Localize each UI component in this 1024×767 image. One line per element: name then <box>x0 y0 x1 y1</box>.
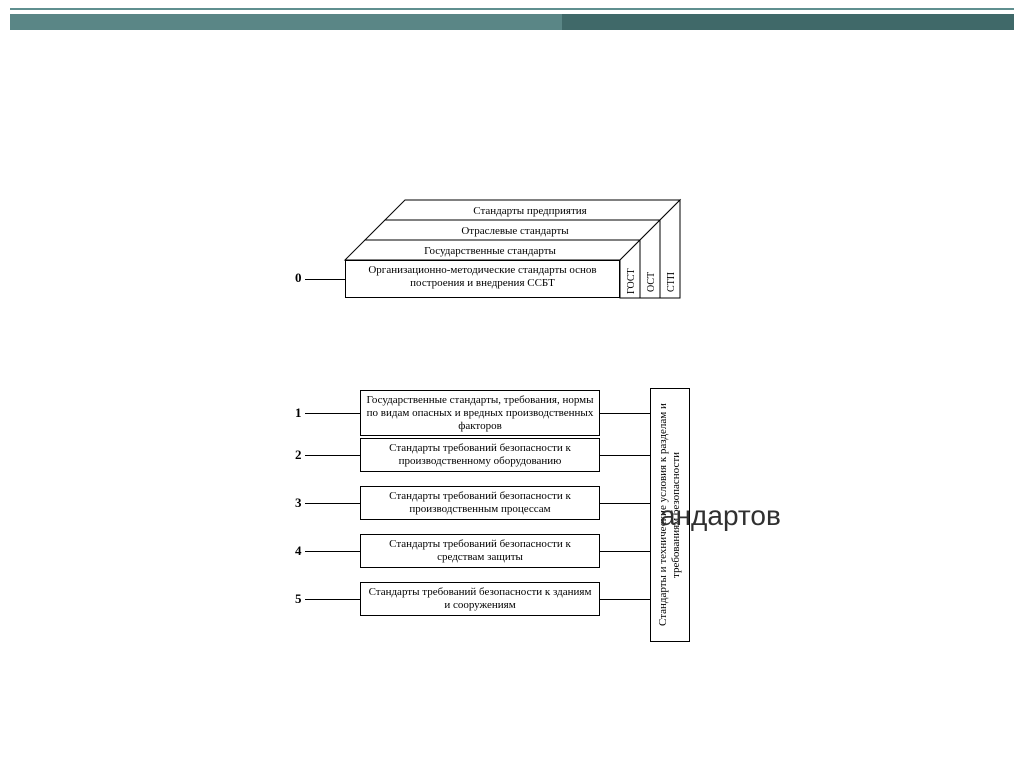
right-connector-1 <box>600 413 650 414</box>
connector-0 <box>305 279 345 280</box>
item-box-3: Стандарты требований безопасности к прои… <box>360 486 600 520</box>
left-connector-4 <box>305 551 360 552</box>
right-connector-2 <box>600 455 650 456</box>
item-box-4: Стандарты требований безопасности к сред… <box>360 534 600 568</box>
num-2: 2 <box>295 447 302 463</box>
layer-1-label: Отраслевые стандарты <box>461 225 569 237</box>
top-base-box: Организационно-методические стандарты ос… <box>345 260 620 298</box>
item-box-5: Стандарты требований безопасности к здан… <box>360 582 600 616</box>
num-3: 3 <box>295 495 302 511</box>
item-box-1: Государственные стандарты, требования, н… <box>360 390 600 436</box>
num-5: 5 <box>295 591 302 607</box>
right-connector-5 <box>600 599 650 600</box>
right-connector-4 <box>600 551 650 552</box>
item-box-2: Стандарты требований безопасности к прои… <box>360 438 600 472</box>
side-label-2: СТП <box>666 272 677 292</box>
slide-header-border <box>10 8 1014 30</box>
top-3d-block: Стандарты предприятия Отраслевые стандар… <box>280 170 780 340</box>
left-connector-2 <box>305 455 360 456</box>
layer-0-label: Стандарты предприятия <box>473 205 587 217</box>
left-connector-5 <box>305 599 360 600</box>
num-4: 4 <box>295 543 302 559</box>
num-0: 0 <box>295 270 302 286</box>
right-connector-3 <box>600 503 650 504</box>
num-1: 1 <box>295 405 302 421</box>
left-connector-1 <box>305 413 360 414</box>
diagram-container: Стандарты предприятия Отраслевые стандар… <box>280 200 780 680</box>
background-text-fragment: андартов <box>660 500 781 532</box>
left-connector-3 <box>305 503 360 504</box>
layer-2-label: Государственные стандарты <box>424 245 556 257</box>
side-label-1: ОСТ <box>646 272 657 292</box>
side-label-0: ГОСТ <box>626 268 637 294</box>
